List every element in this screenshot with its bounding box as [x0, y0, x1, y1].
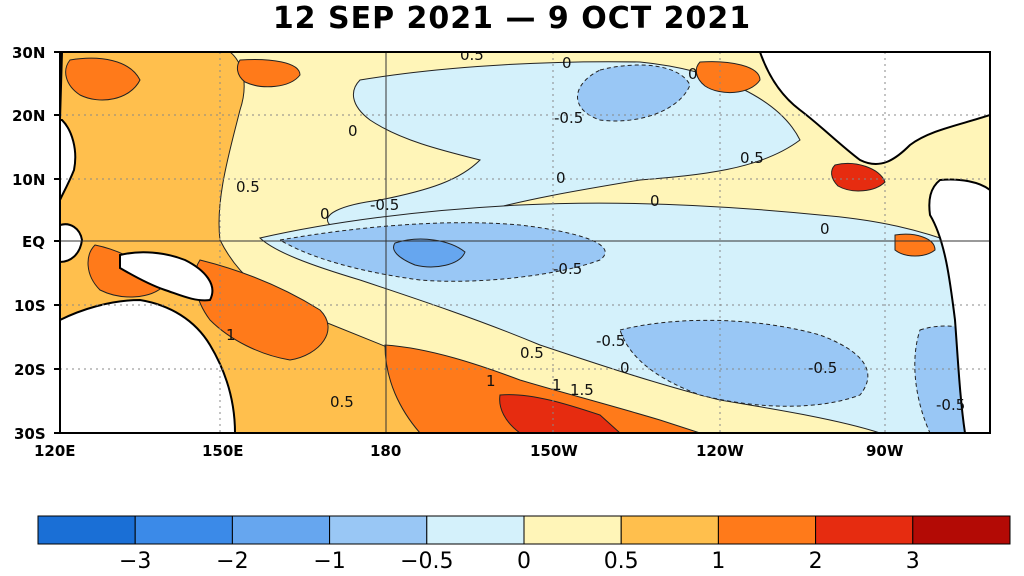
lat-label-10s: 10S — [14, 297, 46, 315]
land-australia — [60, 298, 237, 433]
anomaly-zone-cold-core — [393, 238, 466, 268]
contour-label: 0 — [348, 122, 358, 140]
contour-label: 1.5 — [570, 381, 594, 399]
contour-label: 0.5 — [460, 46, 484, 64]
anomaly-zone-south-hot — [499, 394, 621, 433]
contour-label: 0 — [820, 220, 830, 238]
contour-label: -0.5 — [554, 109, 583, 127]
lat-label-20n: 20N — [12, 107, 45, 125]
colorbar-tick-label: 0 — [517, 549, 531, 574]
lon-label-180: 180 — [370, 442, 401, 460]
colorbar-tick-label: 1 — [711, 549, 725, 574]
lat-axis: 30N 20N 10N EQ 10S 20S 30S — [12, 44, 60, 443]
colorbar: −3 −2 −1 −0.5 0 0.5 1 2 3 — [37, 515, 1011, 574]
anomaly-zone-central-america-hot — [831, 163, 886, 192]
colorbar-tick-label: 3 — [906, 549, 920, 574]
lat-label-10n: 10N — [12, 171, 45, 189]
land-new-guinea — [119, 251, 214, 302]
anomaly-zone-south-warm-band — [384, 344, 701, 433]
land-north-america — [758, 52, 990, 165]
colorbar-tick-label: 2 — [809, 549, 823, 574]
map-field: 0.5 0 0 -0.5 0.5 0.5 0 -0.5 0 -0.5 0 1 0… — [60, 46, 990, 433]
anomaly-zone-cold-north — [577, 64, 691, 122]
colorbar-swatch — [329, 515, 428, 545]
colorbar-swatch — [620, 515, 719, 545]
colorbar-swatch — [815, 515, 914, 545]
contour-label: -0.5 — [553, 260, 582, 278]
contour-label: 1 — [226, 326, 236, 344]
contour-labels: 0.5 0 0 -0.5 0.5 0.5 0 -0.5 0 -0.5 0 1 0… — [226, 46, 965, 414]
contour-label: 0.5 — [236, 178, 260, 196]
lon-label-120e: 120E — [34, 442, 76, 460]
contour-label: -0.5 — [936, 396, 965, 414]
contour-label: 1 — [552, 376, 562, 394]
contour-label: 0.5 — [330, 393, 354, 411]
lat-label-eq: EQ — [22, 233, 45, 251]
colorbar-tick-label: −1 — [313, 549, 345, 574]
anomaly-zone-north-warm-2 — [236, 59, 301, 88]
colorbar-tick-label: 0.5 — [604, 549, 639, 574]
lon-label-150e: 150E — [202, 442, 244, 460]
contour-label: 0 — [562, 54, 572, 72]
contour-label: -0.5 — [596, 332, 625, 350]
map-title: 12 SEP 2021 — 9 OCT 2021 — [272, 1, 752, 36]
contour-label: 1 — [486, 372, 496, 390]
contour-label: 0 — [650, 192, 660, 210]
contour-label: -0.5 — [370, 196, 399, 214]
land-borneo — [60, 223, 84, 264]
map-frame — [59, 51, 991, 434]
contour-label: 0 — [620, 359, 630, 377]
colorbar-swatch — [523, 515, 622, 545]
colorbar-swatch — [37, 515, 136, 545]
colorbar-swatch — [231, 515, 331, 545]
lon-axis: 120E 150E 180 150W 120W 90W — [34, 442, 904, 460]
contour-label: 0 — [688, 65, 698, 83]
lon-label-150w: 150W — [530, 442, 578, 460]
colorbar-swatch — [717, 515, 817, 545]
colorbar-tick-label: −3 — [119, 549, 151, 574]
contour-label: 0 — [556, 169, 566, 187]
colorbar-tick-label: −2 — [216, 549, 248, 574]
lat-label-20s: 20S — [14, 361, 46, 379]
lat-label-30s: 30S — [14, 425, 46, 443]
land-south-america — [928, 178, 990, 433]
lon-label-120w: 120W — [696, 442, 744, 460]
anomaly-zone-gulf-warm — [894, 233, 936, 257]
contour-label: 0.5 — [740, 149, 764, 167]
contour-label: 0 — [320, 205, 330, 223]
anomaly-zone-westpac-warm — [194, 259, 329, 361]
lon-label-90w: 90W — [866, 442, 904, 460]
colorbar-swatch — [426, 515, 525, 545]
contour-label: -0.5 — [808, 359, 837, 377]
anomaly-zone-north-warm-1 — [65, 57, 141, 101]
anomaly-zone-cold-south — [619, 319, 869, 407]
colorbar-tick-label: −0.5 — [400, 549, 453, 574]
graticule — [60, 52, 990, 433]
colorbar-swatch — [912, 515, 1011, 545]
colorbar-swatch — [134, 515, 233, 545]
contour-label: 0.5 — [520, 344, 544, 362]
lat-label-30n: 30N — [12, 44, 45, 62]
anomaly-zone-northeast-warm — [695, 61, 761, 94]
